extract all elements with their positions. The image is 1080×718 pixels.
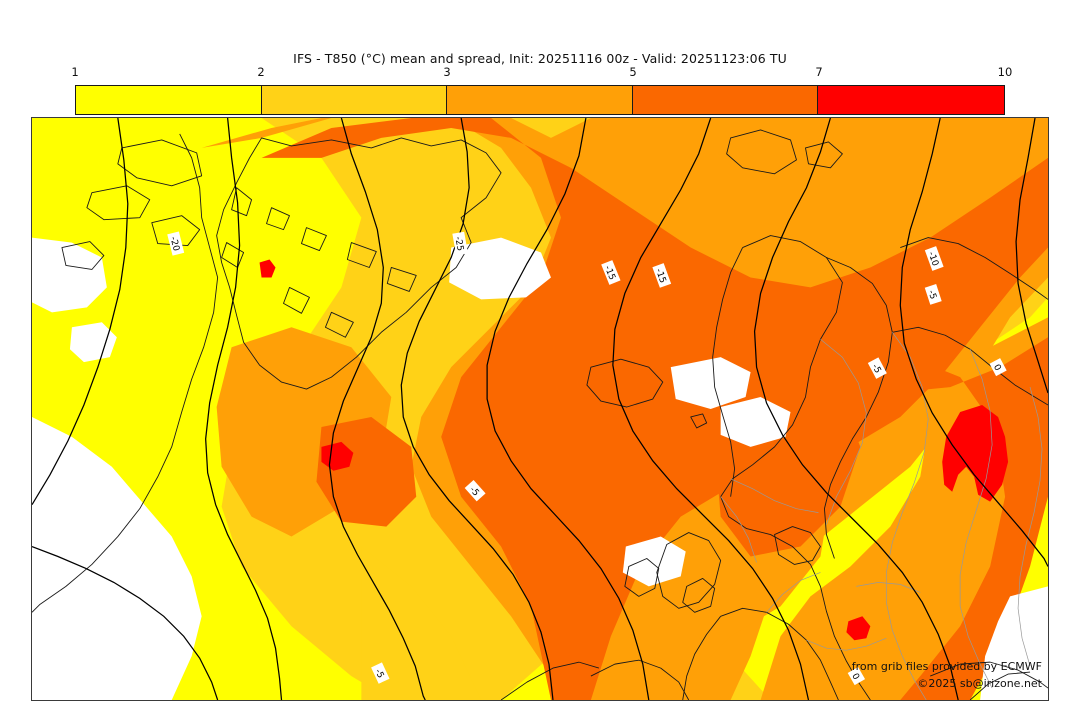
coastline-layer — [32, 129, 1048, 700]
svg-text:0: 0 — [849, 672, 861, 682]
svg-text:-5: -5 — [372, 668, 385, 680]
attribution-copyright: ©2025 sb@irizone.net — [917, 677, 1042, 690]
national-borders-layer — [720, 332, 1043, 700]
colorbar: 1 2 3 5 7 10 — [71, 65, 1012, 115]
isotherm-contour-layer — [32, 118, 1048, 700]
svg-text:-15: -15 — [653, 267, 667, 284]
colorbar-tick-10: 10 — [997, 65, 1013, 79]
colorbar-band-7-10 — [818, 86, 1004, 114]
weather-map-svg: -20 -25 -15 -10 -5 — [32, 118, 1048, 700]
svg-text:-20: -20 — [168, 236, 181, 253]
colorbar-band-5-7 — [632, 86, 819, 114]
colorbar-tick-1: 1 — [71, 65, 79, 79]
svg-text:0: 0 — [991, 363, 1003, 373]
spread-below-1-regions — [32, 237, 1048, 700]
contour-labels-layer: -20 -25 -15 -10 -5 — [167, 231, 1007, 686]
svg-text:-10: -10 — [926, 250, 941, 267]
svg-text:-5: -5 — [926, 289, 938, 301]
colorbar-band-2-3 — [261, 86, 448, 114]
colorbar-band-1-2 — [76, 86, 262, 114]
attribution-source: from grib files provided by ECMWF — [851, 660, 1042, 673]
spread-band-7-10 — [259, 259, 1009, 641]
colorbar-tick-2: 2 — [257, 65, 265, 79]
map-panel[interactable]: -20 -25 -15 -10 -5 — [31, 117, 1049, 701]
colorbar-tick-5: 5 — [629, 65, 637, 79]
page-title: IFS - T850 (°C) mean and spread, Init: 2… — [293, 51, 787, 66]
colorbar-band-3-5 — [447, 86, 633, 114]
svg-text:-25: -25 — [452, 236, 464, 252]
colorbar-tick-3: 3 — [443, 65, 451, 79]
colorbar-bands — [75, 85, 1005, 115]
colorbar-tick-7: 7 — [815, 65, 823, 79]
svg-text:-5: -5 — [869, 363, 882, 376]
